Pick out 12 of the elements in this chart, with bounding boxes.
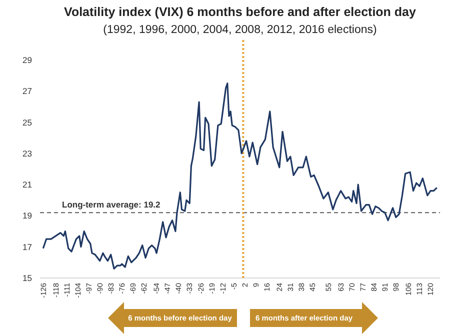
line-series [42, 82, 438, 270]
y-tick-label: 29 [22, 54, 32, 65]
y-tick-label: 19 [22, 210, 32, 221]
y-tick-label: 27 [22, 86, 32, 96]
chart-title: Volatility index (VIX) 6 months before and after election day [64, 5, 416, 19]
ref-line-label: Long-term average: 19.2 [62, 200, 161, 210]
y-tick-label: 21 [22, 180, 32, 190]
y-tick-label: 17 [22, 242, 32, 252]
y-tick-label: 25 [22, 117, 32, 128]
y-tick-label: 15 [22, 272, 32, 283]
y-tick-label: 23 [22, 148, 32, 158]
chart-subtitle: (1992, 1996, 2000, 2004, 2008, 2012, 2016 elections) [103, 24, 377, 36]
